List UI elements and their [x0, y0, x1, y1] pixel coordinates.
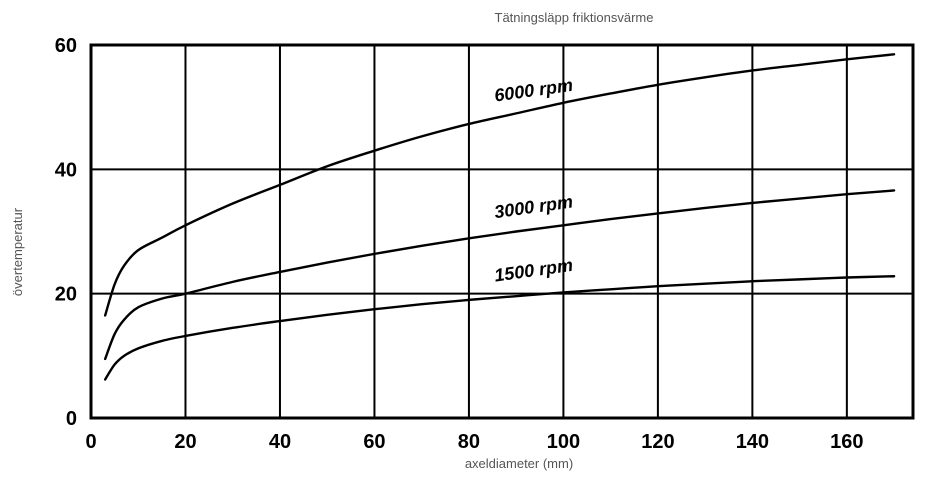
plot-frame	[89, 43, 915, 420]
series-curves	[103, 53, 896, 381]
series-labels: 6000 rpm 3000 rpm 1500 rpm	[493, 75, 574, 286]
x-tick-label-60: 60	[363, 431, 385, 453]
series-label-6000-rpm: 6000 rpm	[493, 75, 574, 106]
series-line-6000-rpm	[103, 53, 896, 317]
y-tick-label-40: 40	[55, 159, 77, 181]
x-tick-label-80: 80	[458, 431, 480, 453]
y-tick-label-20: 20	[55, 284, 77, 306]
tick-labels: 0 20 40 60 80 100 120 140 160 0 20 40 60	[55, 35, 864, 453]
x-tick-label-100: 100	[547, 431, 580, 453]
x-axis-label: axeldiameter (mm)	[465, 456, 573, 471]
x-tick-label-0: 0	[85, 431, 96, 453]
y-tick-label-0: 0	[66, 408, 77, 430]
x-tick-label-40: 40	[269, 431, 291, 453]
x-tick-label-160: 160	[830, 431, 863, 453]
series-line-3000-rpm	[103, 189, 896, 361]
x-tick-label-120: 120	[641, 431, 674, 453]
grid-lines	[91, 45, 913, 418]
series-label-3000-rpm: 3000 rpm	[493, 191, 574, 222]
x-tick-label-140: 140	[736, 431, 769, 453]
y-axis-label: övertemperatur	[10, 207, 25, 296]
y-tick-label-60: 60	[55, 35, 77, 57]
series-label-1500-rpm: 1500 rpm	[493, 255, 574, 286]
x-tick-label-20: 20	[174, 431, 196, 453]
series-line-1500-rpm	[103, 275, 896, 381]
chart-title: Tätningsläpp friktionsvärme	[495, 10, 654, 25]
